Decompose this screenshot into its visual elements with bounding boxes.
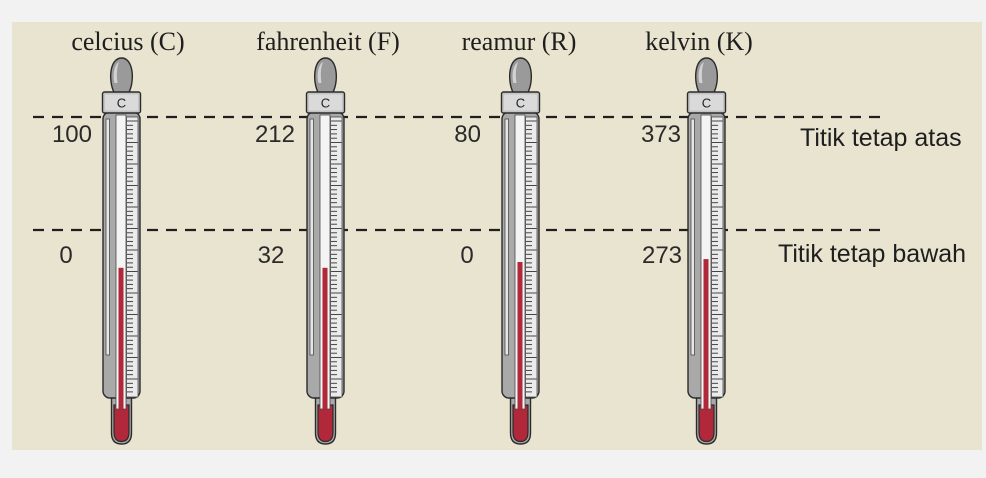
cap-letter: C: [702, 96, 711, 111]
scale-label: fahrenheit (F): [256, 27, 400, 56]
scale-strip: [525, 116, 538, 398]
upper-fixed-point-value: 100: [51, 121, 92, 148]
cap-face: [690, 94, 723, 111]
liquid-column: [118, 267, 124, 409]
liquid-column: [517, 262, 523, 409]
cap-face: [105, 94, 138, 111]
cap-face: [309, 94, 342, 111]
liquid-bulb: [513, 405, 528, 442]
thermometer-graphic: C: [305, 57, 346, 445]
knob-highlight: [698, 62, 704, 83]
cap-letter: C: [117, 96, 126, 111]
scale-label: reamur (R): [461, 27, 577, 56]
diagram-panel: [12, 22, 982, 450]
lower-fixed-point-value: 0: [460, 242, 474, 269]
scale-label: kelvin (K): [645, 27, 753, 56]
scale-strip: [711, 116, 724, 398]
liquid-bulb: [318, 405, 333, 442]
left-glass-strip: [309, 118, 314, 356]
scale-strip: [126, 116, 139, 398]
bulb-outline: [113, 404, 130, 443]
thermometer-graphic: C: [686, 57, 727, 445]
thermometer-graphic: C: [500, 57, 541, 445]
left-glass-strip: [504, 118, 509, 356]
scale-ticks: [127, 120, 138, 393]
scale-strip: [330, 116, 343, 398]
liquid-column: [703, 259, 709, 409]
upper-fixed-point-value: 373: [640, 121, 681, 148]
knob-highlight: [512, 62, 518, 83]
upper-fixed-point-value: 80: [454, 121, 481, 148]
bulb-outline: [698, 404, 715, 443]
knob-highlight: [317, 62, 323, 83]
bulb-outline: [317, 404, 334, 443]
left-glass-strip: [690, 118, 695, 356]
cap-letter: C: [516, 96, 525, 111]
thermometer-graphic: C: [101, 57, 142, 445]
upper-fixed-point-label: Titik tetap atas: [800, 124, 962, 152]
scale-ticks: [526, 120, 537, 393]
bulb-outline: [512, 404, 529, 443]
lower-fixed-point-value: 273: [641, 242, 683, 269]
liquid-bulb: [699, 405, 714, 442]
upper-fixed-point-value: 212: [254, 121, 295, 148]
cap-face: [504, 94, 537, 111]
cap-letter: C: [321, 96, 330, 111]
liquid-bulb: [114, 405, 129, 442]
lower-fixed-point-label: Titik tetap bawah: [778, 240, 967, 268]
left-glass-strip: [105, 118, 110, 356]
scale-label: celcius (C): [71, 27, 185, 56]
lower-fixed-point-value: 0: [59, 242, 73, 269]
scale-ticks: [712, 120, 723, 393]
liquid-column: [322, 267, 328, 409]
knob-highlight: [113, 62, 119, 83]
lower-fixed-point-value: 32: [257, 242, 285, 269]
scale-ticks: [331, 120, 342, 393]
